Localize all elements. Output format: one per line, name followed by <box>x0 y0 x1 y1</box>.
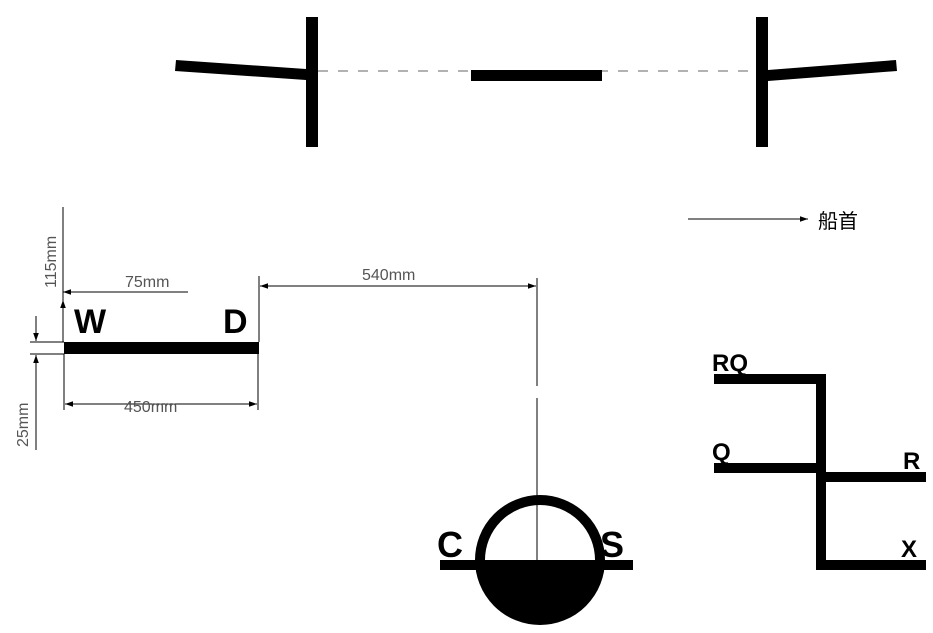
label-r: R <box>903 448 920 475</box>
label-x: X <box>901 536 917 563</box>
label-rq: RQ <box>712 350 748 377</box>
label-d: D <box>223 303 248 341</box>
label-s: S <box>600 524 624 565</box>
right-post <box>756 17 768 147</box>
bow-direction: 船首 <box>688 209 858 233</box>
dim-540-text: 540mm <box>362 267 415 284</box>
dim-115-text: 115mm <box>43 236 60 288</box>
center-bar <box>471 70 602 81</box>
side-view: 115mm 75mm 540mm 450mm 25mm W D <box>15 207 538 560</box>
top-view <box>175 17 897 147</box>
x-bar <box>816 560 926 570</box>
wd-bar <box>64 342 259 354</box>
label-q: Q <box>712 439 731 466</box>
q-bar <box>714 463 824 473</box>
left-post <box>306 17 318 147</box>
dim-75-text: 75mm <box>125 274 169 291</box>
dim-25-text: 25mm <box>15 403 32 447</box>
circle-ring <box>475 495 605 625</box>
left-arm <box>175 60 306 80</box>
r-bar <box>816 472 926 482</box>
right-arm <box>768 60 897 81</box>
rq-bar <box>714 374 826 384</box>
label-c: C <box>437 524 463 565</box>
circle-cs: C S <box>437 495 633 625</box>
bow-label: 船首 <box>818 209 858 233</box>
stepped-diagram: RQ Q R X <box>712 350 926 570</box>
label-w: W <box>74 303 107 341</box>
dim-450-text: 450mm <box>124 399 177 416</box>
